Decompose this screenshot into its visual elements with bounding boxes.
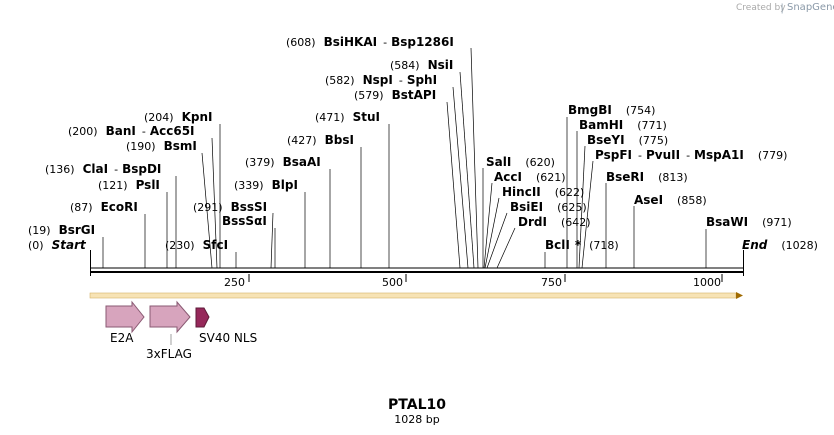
feature-label-3xflag: 3xFLAG bbox=[146, 347, 192, 361]
site-label-bani: (200) BanI - Acc65I bbox=[68, 124, 195, 138]
site-label-bsiei: BsiEI (625) bbox=[510, 200, 587, 214]
site-label-nspi: (582) NspI - SphI bbox=[325, 73, 437, 87]
leader-line bbox=[452, 86, 469, 269]
site-leader-lines bbox=[102, 47, 707, 269]
leader-line bbox=[486, 212, 508, 269]
site-label-sfci: (230) SfcI bbox=[165, 238, 228, 252]
leader-line bbox=[578, 145, 586, 269]
start-label: (0) Start bbox=[28, 238, 87, 252]
leader-line bbox=[496, 227, 516, 269]
site-label-ecori: (87) EcoRI bbox=[70, 200, 138, 214]
feature-label-sv40-nls: SV40 NLS bbox=[199, 331, 257, 345]
map-subtitle: 1028 bp bbox=[394, 413, 439, 426]
site-label-blpi: (339) BlpI bbox=[234, 178, 298, 192]
tick-label: 250 bbox=[224, 276, 245, 289]
leader-line bbox=[483, 182, 493, 269]
site-label-drdi: DrdI (642) bbox=[518, 215, 591, 229]
site-label-stui: (471) StuI bbox=[315, 110, 380, 124]
site-label-kpni: (204) KpnI bbox=[144, 110, 213, 124]
tick-label: 750 bbox=[541, 276, 562, 289]
site-label-nsii: (584) NsiI bbox=[390, 58, 453, 72]
leader-line bbox=[446, 101, 461, 269]
orf-arrow-head bbox=[736, 292, 743, 299]
feature-e2a-arrow bbox=[105, 300, 145, 334]
site-label-bbsi: (427) BbsI bbox=[287, 133, 354, 147]
feature-sv40-nls-arrow bbox=[195, 307, 210, 328]
map-title: PTAL10 bbox=[388, 397, 446, 413]
site-label-bcli: BclI * (718) bbox=[545, 238, 619, 252]
site-label-beseri: BseRI (813) bbox=[606, 170, 688, 184]
leader-line bbox=[581, 160, 594, 269]
site-label-sali: SalI (620) bbox=[486, 155, 555, 169]
site-label-bmgbi: BmgBI (754) bbox=[568, 103, 655, 117]
site-label-clai: (136) ClaI - BspDI bbox=[45, 162, 161, 176]
site-label-bsssi: (291) BssSI bbox=[193, 200, 267, 214]
site-label-bsrgi: (19) BsrGI bbox=[28, 223, 95, 237]
credit-created-by: Created by bbox=[736, 3, 786, 13]
site-label-bstapi: (579) BstAPI bbox=[354, 88, 436, 102]
feature-3xflag-arrow bbox=[149, 300, 191, 334]
site-label-bsssai: BssSαI bbox=[222, 214, 267, 228]
site-label-bsaai: (379) BsaAI bbox=[245, 155, 321, 169]
tick-label: 1000 bbox=[693, 276, 721, 289]
end-label: End (1028) bbox=[742, 238, 818, 252]
leader-line bbox=[270, 212, 274, 269]
site-label-bsmi: (190) BsmI bbox=[126, 139, 197, 153]
site-label-acci: AccI (621) bbox=[494, 170, 566, 184]
leader-line bbox=[211, 137, 218, 269]
snapgene-logo-icon: ❘ bbox=[778, 3, 786, 14]
ruler-ticks bbox=[248, 274, 723, 282]
site-label-asei: AseI (858) bbox=[634, 193, 707, 207]
orf-bar bbox=[89, 292, 737, 299]
site-label-bamhi: BamHI (771) bbox=[579, 118, 667, 132]
tick-label: 500 bbox=[382, 276, 403, 289]
credit-brand: SnapGene bbox=[787, 2, 834, 13]
site-label-psli: (121) PslI bbox=[98, 178, 160, 192]
site-label-bsihkai: (608) BsiHKAI - Bsp1286I bbox=[286, 35, 454, 49]
feature-label-e2a: E2A bbox=[110, 331, 134, 345]
site-label-hincii: HincII (622) bbox=[502, 185, 584, 199]
leader-line bbox=[201, 152, 213, 269]
site-label-pspfi: PspFI - PvuII - MspA1I (779) bbox=[595, 148, 787, 162]
site-label-bsawi: BsaWI (971) bbox=[706, 215, 792, 229]
leader-line bbox=[459, 71, 475, 269]
leader-line bbox=[484, 197, 500, 269]
leader-line bbox=[470, 47, 479, 269]
site-label-bseyi: BseYI (775) bbox=[587, 133, 668, 147]
